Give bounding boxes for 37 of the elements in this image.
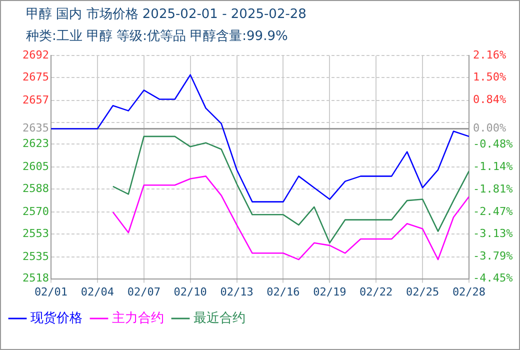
y-tick-label: 2518 — [22, 272, 49, 285]
y2-tick-label: -1.14% — [473, 160, 514, 173]
y2-tick-label: -3.13% — [473, 227, 514, 240]
x-tick-label: 02/01 — [34, 285, 68, 298]
legend-label: 主力合约 — [112, 310, 164, 326]
y-tick-label: 2588 — [22, 182, 49, 195]
x-tick-label: 02/10 — [174, 285, 207, 298]
y2-tick-label: 0.84% — [473, 93, 506, 106]
y2-tick-label: -1.81% — [473, 182, 514, 196]
y2-tick-label: 2.16% — [473, 48, 506, 62]
y-tick-label: 2553 — [22, 226, 49, 240]
y2-tick-label: 1.50% — [473, 70, 506, 84]
y2-tick-label: -0.48% — [473, 138, 514, 151]
x-tick-label: 02/04 — [80, 285, 114, 298]
y-tick-label: 2692 — [22, 48, 49, 62]
y2-tick-label: -4.45% — [473, 272, 514, 285]
chart-subtitle: 种类:工业 甲醇 等级:优等品 甲醇含量:99.9% — [26, 28, 289, 45]
y2-tick-label: -2.47% — [473, 204, 514, 218]
x-tick-label: 02/07 — [127, 285, 160, 298]
chart-title: 甲醇 国内 市场价格 2025-02-01 - 2025-02-28 — [26, 6, 308, 23]
x-tick-label: 02/19 — [313, 285, 346, 298]
y2-tick-label: -3.79% — [473, 249, 514, 262]
y-tick-label: 2535 — [22, 250, 49, 263]
legend-label: 最近合约 — [194, 310, 246, 326]
x-tick-label: 02/16 — [266, 285, 300, 298]
x-tick-label: 02/22 — [360, 285, 393, 298]
y-tick-label: 2657 — [22, 93, 49, 106]
y-tick-label: 2623 — [22, 136, 49, 150]
y-tick-label: 2635 — [22, 122, 49, 135]
y-tick-label: 2605 — [22, 160, 49, 174]
x-tick-label: 02/28 — [452, 285, 486, 298]
legend-label: 现货价格 — [30, 310, 82, 326]
y-tick-label: 2570 — [22, 204, 49, 218]
x-tick-label: 02/13 — [220, 285, 254, 298]
y-tick-label: 2675 — [22, 70, 49, 84]
x-tick-label: 02/25 — [406, 285, 440, 298]
y2-tick-label: 0.00% — [473, 121, 506, 134]
